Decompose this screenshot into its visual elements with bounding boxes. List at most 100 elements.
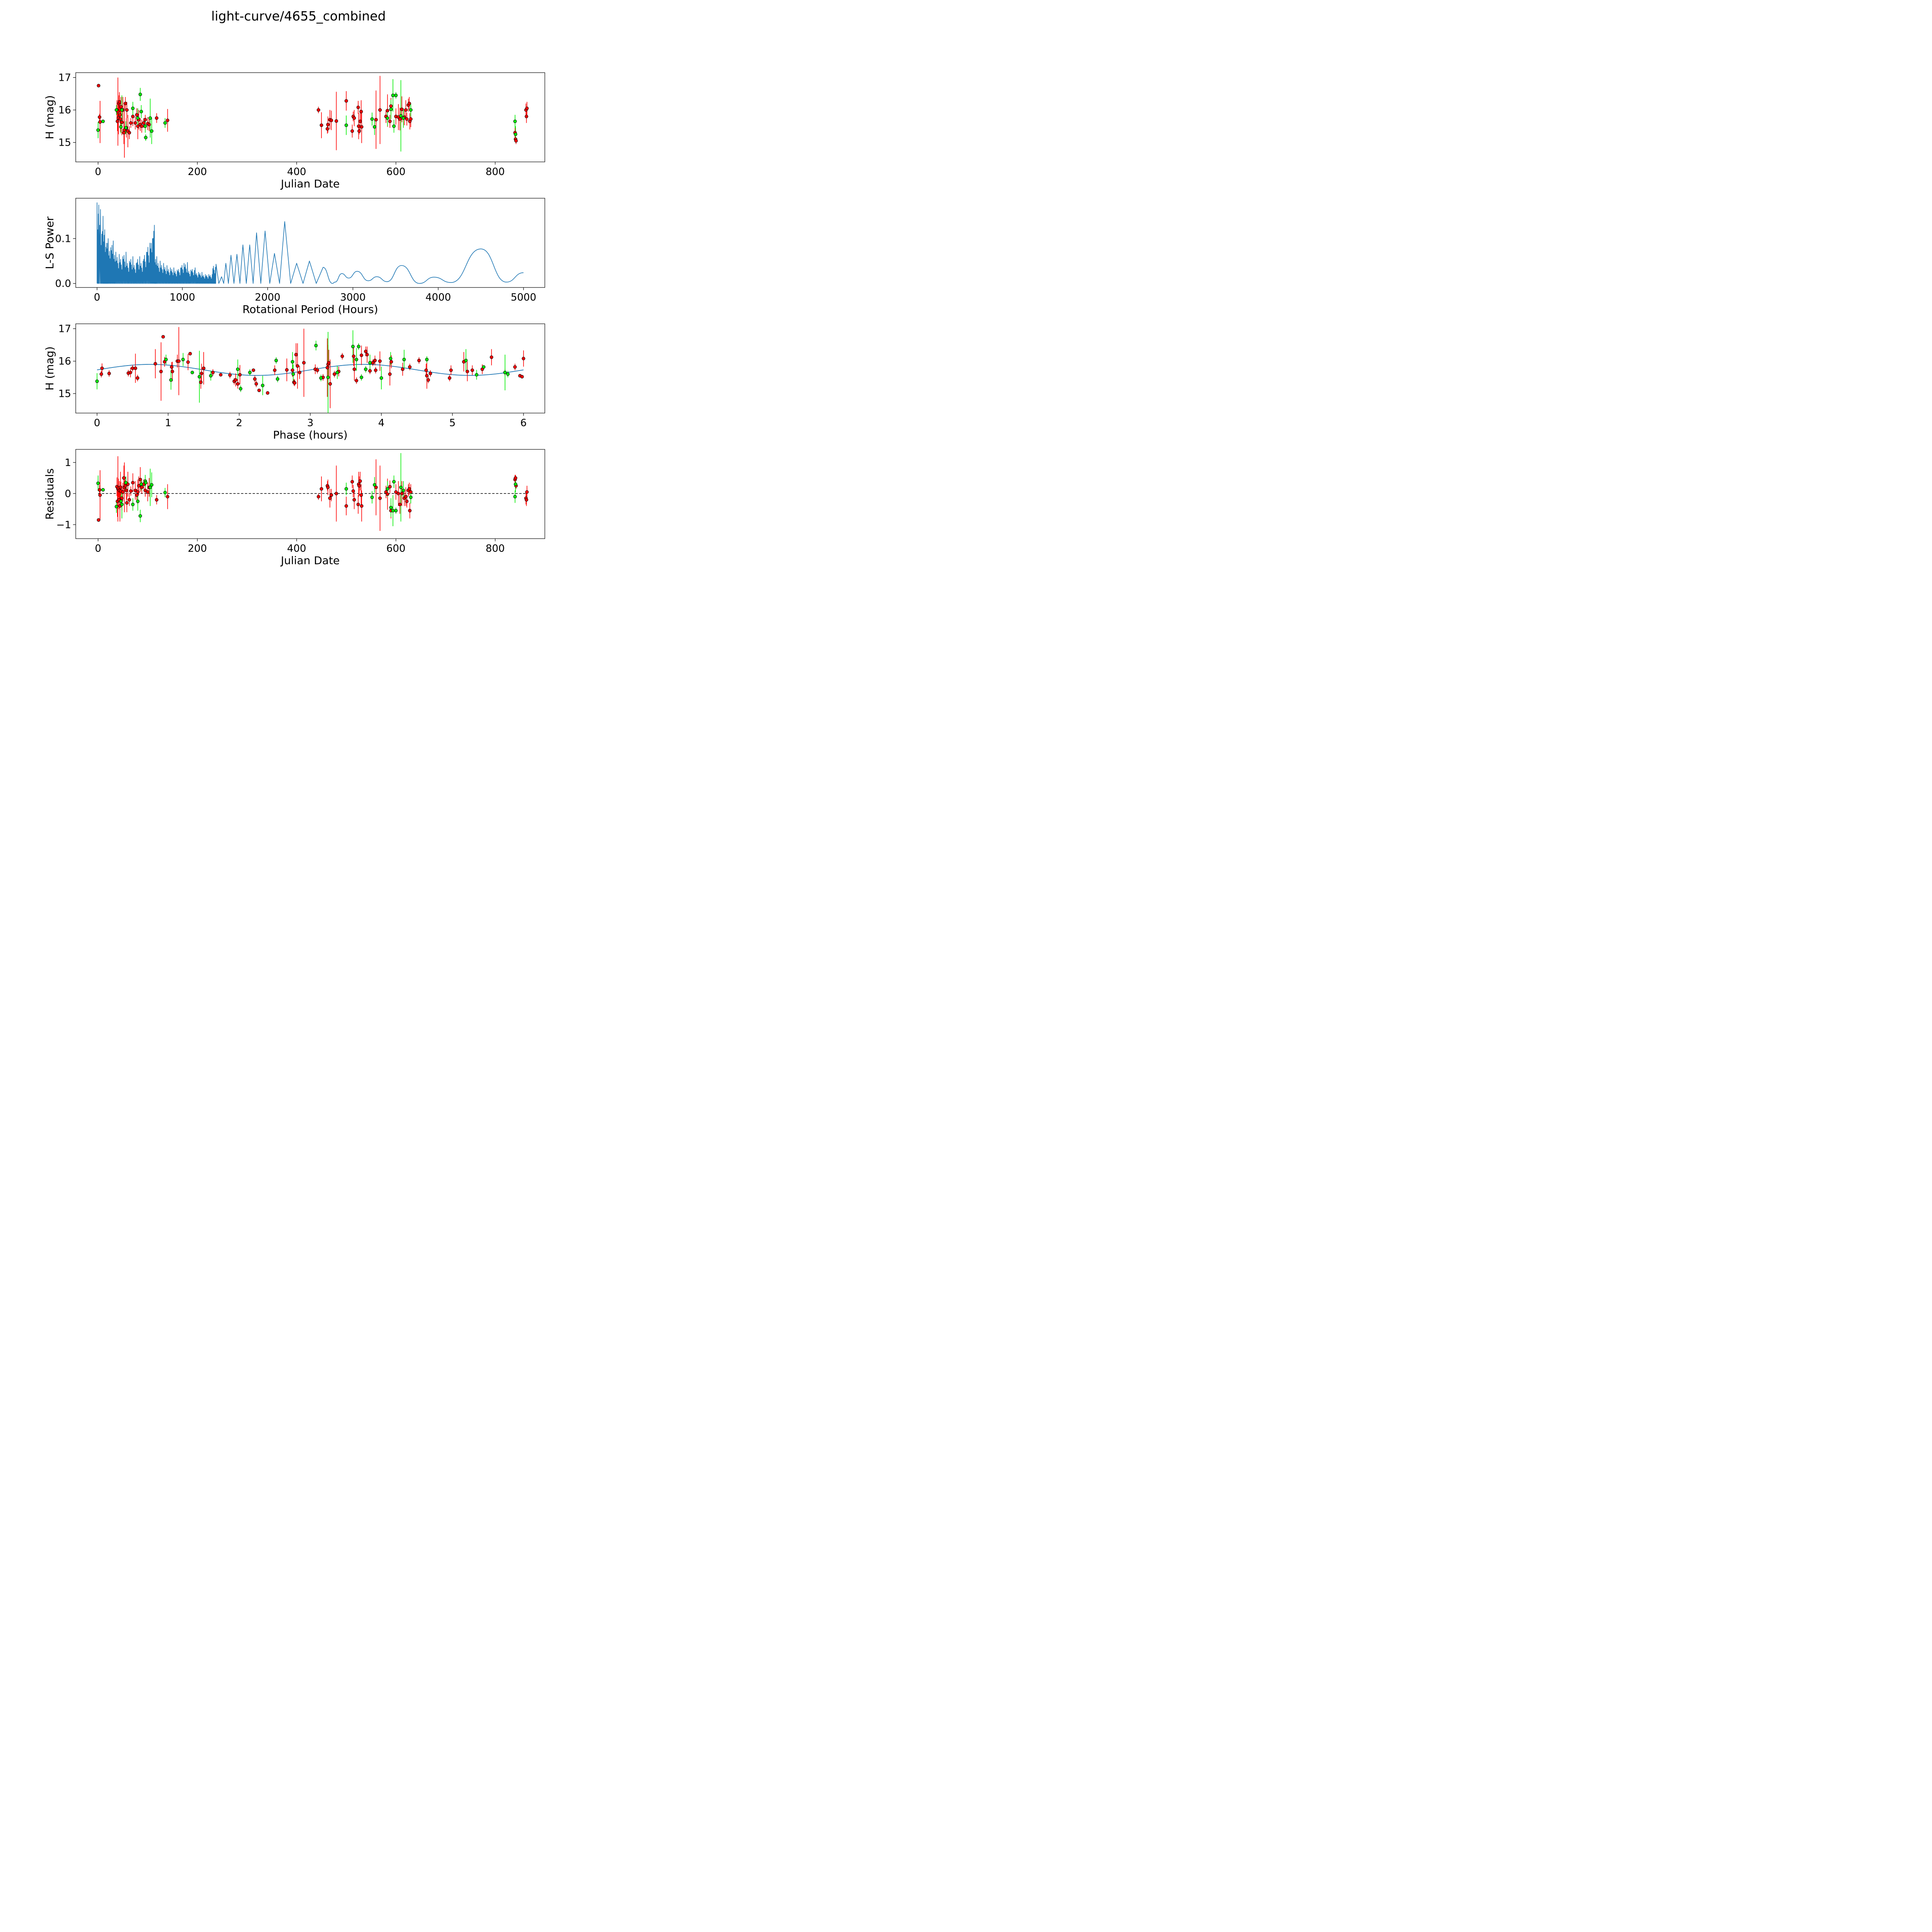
red-data-point (374, 118, 378, 122)
red-data-point (97, 518, 100, 522)
green-data-point (236, 367, 240, 371)
green-data-point (372, 125, 376, 129)
green-data-point (402, 357, 406, 361)
red-data-point (177, 359, 181, 363)
red-data-point (129, 121, 133, 125)
red-data-point (98, 120, 102, 124)
x-tick-label: 3000 (340, 292, 366, 303)
red-data-point (514, 476, 517, 480)
green-data-point (119, 499, 123, 503)
green-data-point (209, 374, 213, 378)
chart-panel-2: 0 1000 2000 3000 4000 5000 0.0 0.1 Rotational Pe… (43, 198, 545, 316)
red-data-point (98, 115, 102, 119)
red-data-point (254, 382, 258, 386)
red-data-point (525, 490, 529, 494)
green-data-point (506, 372, 510, 376)
red-data-point (514, 139, 518, 143)
red-data-point (330, 118, 333, 122)
red-data-point (351, 489, 355, 493)
red-data-point (257, 388, 261, 392)
red-data-point (357, 129, 361, 133)
green-data-point (248, 371, 252, 374)
plot-frame (75, 449, 545, 539)
green-data-point (368, 361, 372, 365)
red-data-point (253, 377, 257, 381)
red-data-point (373, 359, 377, 362)
red-data-point (285, 368, 289, 372)
red-data-point (228, 373, 232, 377)
green-data-point (364, 367, 367, 371)
red-data-point (138, 478, 142, 481)
chart-panel-1: 0 200 400 600 800 15 16 17 Julian Date H (mag) (43, 72, 545, 190)
figure-title: light-curve/4655_combined (211, 9, 386, 24)
green-data-point (392, 480, 396, 484)
red-data-point (147, 122, 151, 126)
red-data-point (522, 357, 526, 361)
red-data-point (352, 116, 356, 120)
red-data-point (161, 335, 165, 339)
y-tick-label: 0.0 (55, 278, 71, 290)
green-data-point (503, 371, 507, 374)
red-data-point (294, 353, 298, 357)
green-data-point (150, 129, 154, 133)
periodogram-line (97, 202, 524, 284)
red-data-point (426, 378, 430, 382)
red-data-point (125, 501, 129, 505)
red-data-point (291, 368, 294, 372)
red-data-point (407, 102, 411, 105)
green-data-point (389, 107, 393, 111)
red-data-point (359, 110, 363, 114)
red-data-point (409, 117, 413, 121)
red-data-point (386, 492, 389, 496)
red-data-point (131, 481, 135, 485)
red-data-point (129, 371, 133, 374)
x-tick-label: 800 (486, 543, 505, 554)
green-data-point (351, 345, 355, 349)
red-data-point (166, 495, 170, 498)
green-data-point (425, 357, 429, 361)
red-data-point (520, 375, 524, 379)
green-data-point (514, 133, 517, 136)
y-axis-label: H (mag) (43, 346, 56, 390)
green-data-point (131, 502, 135, 506)
green-data-point (359, 376, 363, 379)
plot-area (95, 327, 526, 413)
y-tick-label: 15 (58, 388, 71, 400)
red-data-point (155, 116, 158, 120)
red-data-point (374, 368, 378, 372)
red-data-point (490, 355, 493, 359)
red-data-point (236, 382, 240, 386)
y-tick-label: 17 (58, 72, 71, 84)
y-tick-label: 1 (65, 457, 71, 469)
green-data-point (379, 376, 383, 380)
red-data-point (524, 498, 528, 502)
red-data-point (128, 498, 131, 502)
red-data-point (470, 368, 474, 372)
red-data-point (320, 123, 323, 127)
red-data-point (273, 368, 277, 372)
green-data-point (136, 116, 140, 120)
red-data-point (186, 360, 190, 364)
red-data-point (166, 118, 170, 122)
red-data-point (344, 99, 348, 103)
red-data-point (389, 104, 393, 108)
x-tick-label: 200 (188, 166, 207, 178)
green-data-point (291, 372, 295, 376)
red-data-point (200, 372, 204, 376)
red-data-point (125, 108, 129, 112)
red-data-point (365, 353, 369, 357)
green-data-point (136, 499, 140, 503)
red-data-point (143, 488, 147, 492)
red-data-point (123, 102, 127, 105)
red-data-point (389, 360, 393, 364)
red-data-point (359, 493, 363, 497)
red-data-point (357, 484, 361, 488)
red-data-point (252, 368, 255, 372)
red-data-point (133, 488, 137, 492)
red-data-point (131, 114, 135, 118)
green-data-point (138, 92, 142, 96)
red-data-point (325, 127, 329, 131)
red-data-point (316, 495, 320, 498)
red-data-point (134, 366, 138, 370)
